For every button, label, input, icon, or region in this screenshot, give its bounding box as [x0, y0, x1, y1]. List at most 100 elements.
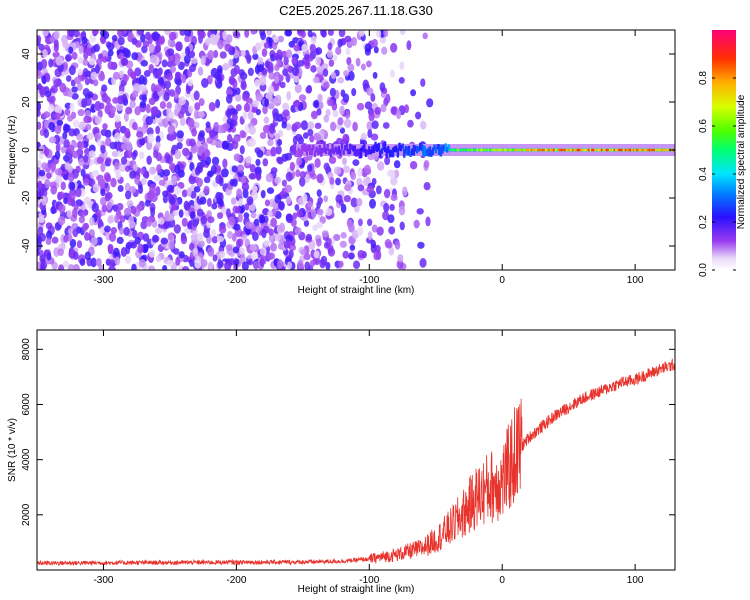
heatmap-cell: [323, 114, 330, 123]
heatmap-cell: [229, 178, 235, 186]
carrier-core: [610, 148, 613, 152]
heatmap-cell: [98, 53, 103, 60]
heatmap-cell: [235, 104, 242, 112]
heatmap-cell: [117, 30, 124, 38]
heatmap-cell: [147, 34, 153, 45]
heatmap-cell: [208, 102, 216, 112]
heatmap-cell: [111, 34, 118, 42]
heatmap-cell: [207, 261, 214, 270]
carrier-core: [540, 148, 543, 152]
carrier-core: [627, 148, 631, 152]
heatmap-cell: [397, 254, 404, 263]
heatmap-cell: [231, 165, 238, 173]
heatmap-cell: [277, 156, 284, 165]
heatmap-cell: [148, 190, 156, 200]
heatmap-cell: [221, 140, 230, 150]
heatmap-cell: [127, 68, 134, 77]
carrier-core: [495, 148, 498, 152]
carrier-core: [517, 148, 521, 152]
heatmap-cell: [263, 42, 270, 49]
carrier-core: [458, 148, 462, 152]
heatmap-cell: [198, 130, 205, 138]
heatmap-cell: [149, 54, 158, 64]
heatmap-cell: [356, 198, 363, 207]
heatmap-cell: [43, 111, 51, 118]
heatmap-cell: [104, 96, 111, 104]
heatmap-cell: [82, 67, 89, 78]
carrier-segment: [364, 148, 368, 157]
heatmap-cell: [366, 121, 374, 131]
heatmap-cell: [395, 109, 402, 120]
heatmap-cell: [292, 100, 301, 107]
carrier-core: [634, 148, 637, 152]
heatmap-cell: [72, 228, 79, 238]
heatmap-cell: [43, 129, 50, 139]
carrier-core: [623, 148, 626, 152]
heatmap-cell: [120, 247, 128, 257]
carrier-core: [481, 148, 484, 152]
carrier-core: [557, 148, 561, 152]
heatmap-cell: [199, 196, 207, 205]
heatmap-cell: [142, 40, 150, 48]
heatmap-cell: [125, 141, 133, 151]
carrier-core: [460, 148, 463, 152]
carrier-core: [500, 148, 503, 152]
heatmap-cell: [148, 249, 156, 258]
heatmap-cell: [260, 214, 266, 224]
heatmap-cell: [53, 112, 61, 120]
heatmap-cell: [163, 80, 172, 89]
carrier-segment: [388, 149, 392, 158]
carrier-segment: [436, 144, 439, 150]
heatmap-cell: [112, 97, 119, 104]
heatmap-cell: [320, 30, 327, 37]
heatmap-cell: [101, 84, 108, 92]
carrier-core: [473, 148, 476, 152]
heatmap-cell: [267, 210, 273, 217]
carrier-segment: [352, 145, 355, 152]
heatmap-cell: [141, 124, 148, 134]
heatmap-cell: [196, 208, 204, 217]
heatmap-cell: [284, 184, 292, 193]
heatmap-cell: [76, 82, 83, 92]
heatmap-cell: [170, 149, 176, 156]
carrier-core: [457, 148, 460, 152]
heatmap-cell: [179, 117, 186, 127]
heatmap-cell: [239, 145, 245, 155]
heatmap-cell: [194, 259, 202, 269]
carrier-core: [530, 148, 534, 152]
colorbar-label: Normalized spectral amplitude: [736, 94, 747, 229]
heatmap-cell: [217, 212, 224, 219]
heatmap-cell: [180, 234, 188, 245]
heatmap-cell: [207, 216, 215, 224]
heatmap-cell: [163, 169, 171, 177]
heatmap-cell: [350, 171, 357, 181]
heatmap-cell: [231, 233, 237, 242]
heatmap-cell: [281, 121, 287, 129]
carrier-core: [527, 148, 530, 152]
snr-y-axis: 2000 4000 6000 8000: [21, 338, 675, 526]
heatmap-cell: [48, 58, 54, 68]
heatmap-cell: [74, 187, 82, 198]
heatmap-cell: [55, 143, 61, 153]
heatmap-cell: [277, 35, 285, 43]
heatmap-cell: [58, 203, 66, 214]
carrier-core: [471, 148, 475, 152]
heatmap-cell: [248, 125, 256, 135]
heatmap-cell: [67, 227, 74, 235]
heatmap-cell: [251, 224, 257, 233]
heatmap-cell: [224, 261, 232, 270]
carrier-core: [554, 148, 557, 152]
heatmap-cell: [268, 85, 275, 95]
heatmap-cell: [416, 208, 424, 215]
heatmap-cell: [153, 149, 159, 159]
carrier-core: [615, 148, 618, 152]
heatmap-cell: [342, 165, 350, 174]
y-tick-label: 4000: [21, 448, 32, 471]
heatmap-cell: [340, 232, 347, 239]
carrier-core: [573, 148, 577, 152]
carrier-segment: [336, 147, 339, 155]
heatmap-cell: [141, 94, 147, 103]
heatmap-cell: [413, 219, 420, 229]
heatmap-cell: [426, 98, 434, 108]
